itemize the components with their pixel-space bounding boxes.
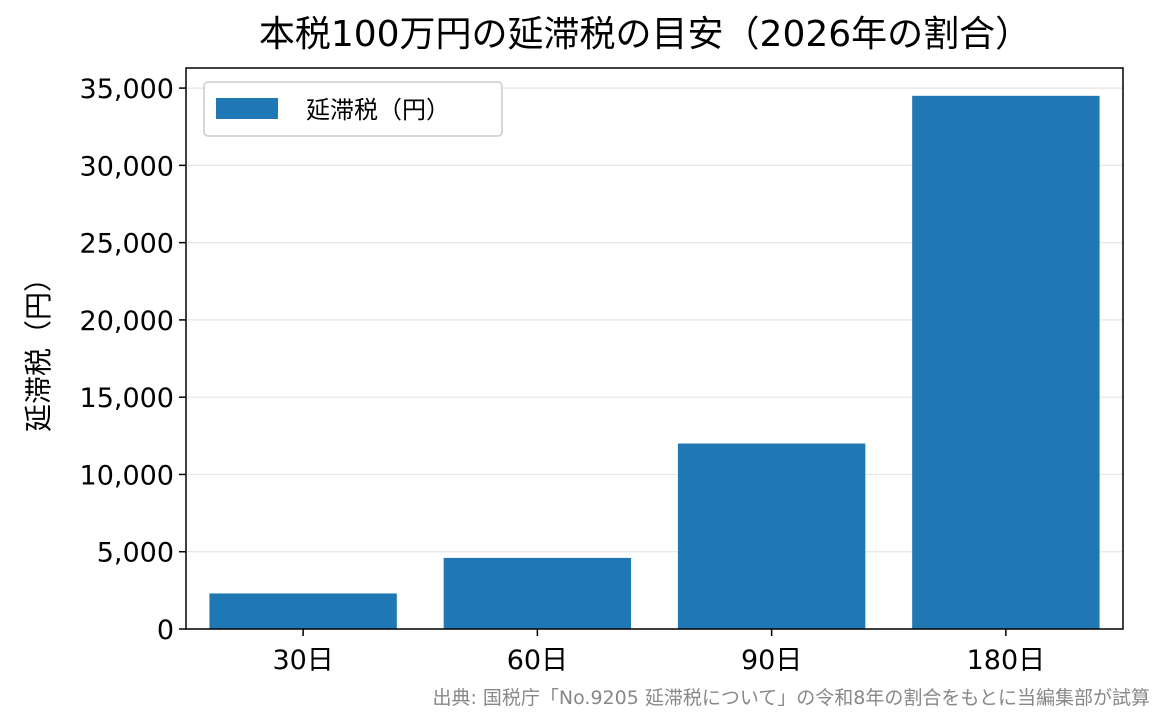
legend-swatch bbox=[216, 98, 278, 119]
y-tick-label: 5,000 bbox=[97, 538, 174, 569]
legend: 延滞税（円） bbox=[203, 81, 503, 137]
bar bbox=[912, 95, 1100, 630]
bar bbox=[443, 557, 632, 629]
y-tick-label: 25,000 bbox=[80, 229, 174, 260]
source-note: 出典: 国税庁「No.9205 延滞税について」の令和8年の割合をもとに当編集部… bbox=[432, 687, 1150, 709]
bar bbox=[677, 443, 866, 629]
y-axis-label: 延滞税（円） bbox=[22, 264, 55, 432]
plot-frame bbox=[185, 67, 1124, 630]
y-tick-label: 0 bbox=[157, 615, 174, 646]
grid bbox=[186, 87, 1123, 630]
legend-label: 延滞税（円） bbox=[306, 96, 450, 124]
x-tick-label: 90日 bbox=[741, 645, 802, 676]
x-axis: 30日 60日 90日 180日 bbox=[272, 629, 1045, 676]
x-tick-label: 60日 bbox=[507, 645, 568, 676]
y-tick-label: 15,000 bbox=[80, 383, 174, 414]
y-tick-label: 10,000 bbox=[80, 460, 174, 491]
chart-title: 本税100万円の延滞税の目安（2026年の割合） bbox=[259, 14, 1031, 55]
y-tick-label: 20,000 bbox=[80, 306, 174, 337]
bars bbox=[209, 95, 1100, 630]
x-tick-label: 30日 bbox=[272, 645, 333, 676]
y-tick-label: 35,000 bbox=[80, 74, 174, 105]
y-tick-label: 30,000 bbox=[80, 151, 174, 182]
legend-frame bbox=[203, 81, 503, 137]
x-tick-label: 180日 bbox=[967, 645, 1046, 676]
y-axis: 0 5,000 10,000 15,000 20,000 25,000 30,000 35,0… bbox=[80, 74, 186, 646]
bar bbox=[209, 593, 397, 629]
